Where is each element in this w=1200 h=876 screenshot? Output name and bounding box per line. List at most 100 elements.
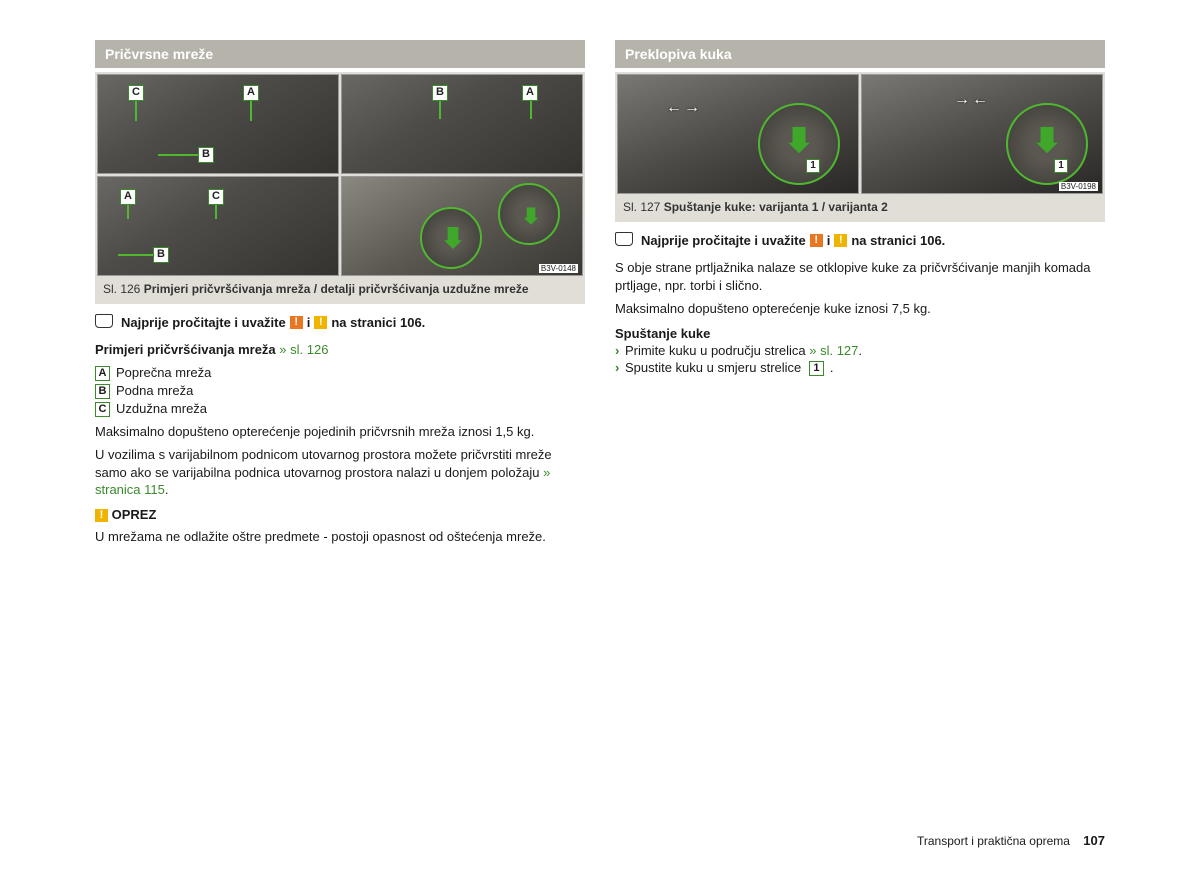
book-icon [615,232,637,249]
manual-page: Pričvrsne mreže C A B B A [95,40,1105,552]
chevron-icon [615,360,621,375]
item-B: B Podna mreža [95,383,585,399]
read-first-text-a: Najprije pročitajte i uvažite [121,315,286,330]
right-column: Preklopiva kuka ← → 1 ← → 1 [615,40,1105,552]
item-C: C Uzdužna mreža [95,401,585,417]
arrow-left-icon: ← [972,91,988,109]
caption-text: Primjeri pričvršćivanja mreža / detalji … [144,282,529,296]
fig127-caption: Sl. 127 Spuštanje kuke: varijanta 1 / va… [615,196,1105,216]
lowering-hook-head: Spuštanje kuke [615,326,1105,341]
item-C-text: Uzdužna mreža [116,401,207,416]
item-A: A Poprečna mreža [95,365,585,381]
hook-arrow-icon [788,127,810,153]
label-B: B [153,247,169,263]
hook-body-2: Maksimalno dopušteno opterećenje kuke iz… [615,300,1105,318]
label-line [158,154,198,156]
hook-detail [444,227,462,249]
fig126-img-1: C A B [97,74,339,174]
label-line [135,101,137,121]
read-first-text-a: Najprije pročitajte i uvažite [641,233,806,248]
label-C: C [208,189,224,205]
examples-head-text: Primjeri pričvršćivanja mreža [95,342,276,357]
fig126-caption: Sl. 126 Primjeri pričvršćivanja mreža / … [95,278,585,298]
label-A: A [243,85,259,101]
step1-ref: » sl. 127 [809,343,858,358]
zoom-circle: 1 [1006,103,1088,185]
label-line [127,205,129,219]
label-line [439,101,441,119]
read-first-text-c: na stranici 106. [851,233,945,248]
caution-text: U mrežama ne odlažite oštre predmete - p… [95,528,585,546]
fig126-img-2: B A [341,74,583,174]
label-line [118,254,153,256]
page-footer: Transport i praktična oprema 107 [917,833,1105,848]
read-first-note: Najprije pročitajte i uvažite ! i ! na s… [95,314,585,331]
fig126-img-3: A C B [97,176,339,276]
label-A: A [522,85,538,101]
zoom-circle-1 [498,183,560,245]
caption-text: Spuštanje kuke: varijanta 1 / varijanta … [664,200,888,214]
max-load-text: Maksimalno dopušteno opterećenje pojedin… [95,423,585,441]
item-A-text: Poprečna mreža [116,365,211,380]
zoom-circle: 1 [758,103,840,185]
step-2: Spustite kuku u smjeru strelice 1. [615,360,1105,376]
label-B: B [432,85,448,101]
figure-126: C A B B A A C [95,72,585,304]
arrow-left-icon: ← [666,99,682,117]
letter-A: A [95,366,110,381]
step-1: Primite kuku u području strelica » sl. 1… [615,343,1105,358]
letter-B: B [95,384,110,399]
step2-text: Spustite kuku u smjeru strelice [625,360,801,375]
fig127-img-2: ← → 1 B3V-0198 [861,74,1103,194]
book-icon [95,314,117,331]
figure-126-images: C A B B A A C [95,72,585,278]
hook-detail [524,207,538,225]
fig127-img-1: ← → 1 [617,74,859,194]
caption-prefix: Sl. 126 [103,282,140,296]
label-C: C [128,85,144,101]
arrow-right-icon: → [684,99,700,117]
caution-label: OPREZ [112,507,157,522]
page-number: 107 [1083,833,1105,848]
read-first-note-right: Najprije pročitajte i uvažite ! i ! na s… [615,232,1105,249]
label-A: A [120,189,136,205]
image-code: B3V-0148 [539,264,578,273]
step1-text: Primite kuku u području strelica [625,343,806,358]
read-first-text-b: i [307,315,311,330]
read-first-text-c: na stranici 106. [331,315,425,330]
caution-heading: ! OPREZ [95,507,585,522]
label-line [530,101,532,119]
warning-icon-orange: ! [290,316,303,329]
item-B-text: Podna mreža [116,383,193,398]
figure-127: ← → 1 ← → 1 B3V-0198 [615,72,1105,222]
step2-num: 1 [809,361,824,376]
caption-prefix: Sl. 127 [623,200,660,214]
warning-icon-orange: ! [810,234,823,247]
warning-icon-yellow: ! [834,234,847,247]
label-B: B [198,147,214,163]
hook-body-1: S obje strane prtljažnika nalaze se otkl… [615,259,1105,294]
variable-floor-paragraph: U vozilima s varijabilnom podnicom utova… [95,446,585,499]
warning-icon-yellow: ! [314,316,327,329]
chevron-icon [615,343,621,358]
hook-arrow-icon [1036,127,1058,153]
label-1: 1 [806,159,820,173]
label-line [215,205,217,219]
examples-heading: Primjeri pričvršćivanja mreža » sl. 126 [95,341,585,359]
variable-floor-text: U vozilima s varijabilnom podnicom utova… [95,447,552,480]
section-title-hook: Preklopiva kuka [615,40,1105,68]
chapter-name: Transport i praktična oprema [917,834,1070,848]
image-code: B3V-0198 [1059,182,1098,191]
zoom-circle-2 [420,207,482,269]
label-1: 1 [1054,159,1068,173]
read-first-text-b: i [827,233,831,248]
caution-icon: ! [95,509,108,522]
arrow-right-icon: → [954,91,970,109]
examples-ref: » sl. 126 [279,342,328,357]
left-column: Pričvrsne mreže C A B B A [95,40,585,552]
fig126-img-4: B3V-0148 [341,176,583,276]
letter-C: C [95,402,110,417]
label-line [250,101,252,121]
figure-127-images: ← → 1 ← → 1 B3V-0198 [615,72,1105,196]
section-title-nets: Pričvrsne mreže [95,40,585,68]
